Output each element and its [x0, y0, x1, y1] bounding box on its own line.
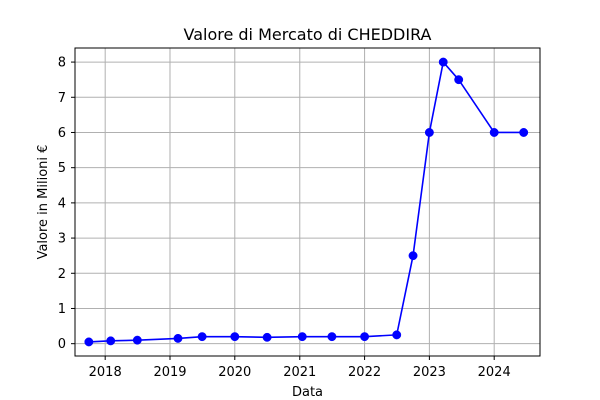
- y-tick-label: 6: [58, 126, 66, 141]
- data-point: [454, 75, 464, 85]
- data-point: [173, 333, 183, 343]
- y-tick-label: 8: [58, 56, 66, 71]
- x-tick-label: 2018: [89, 365, 122, 380]
- x-tick-label: 2023: [413, 365, 446, 380]
- data-point: [297, 332, 307, 342]
- y-axis: 0 1 2 3 4 5 6 7 8: [58, 56, 75, 352]
- plot-frame: [74, 47, 541, 357]
- data-point: [197, 332, 207, 342]
- data-point: [489, 128, 499, 137]
- y-tick-label: 3: [58, 232, 66, 247]
- y-tick-label: 4: [58, 196, 66, 211]
- y-axis-label: Valore in Milioni €: [36, 145, 51, 260]
- data-point: [360, 332, 370, 342]
- series-layer: [84, 57, 529, 347]
- data-point: [519, 128, 529, 137]
- y-tick-label: 0: [58, 337, 66, 352]
- data-point: [230, 332, 240, 342]
- x-tick-label: 2021: [283, 365, 316, 380]
- chart-title: Valore di Mercato di CHEDDIRA: [184, 25, 432, 44]
- x-tick-label: 2020: [218, 365, 251, 380]
- y-tick-label: 1: [58, 302, 66, 317]
- y-tick-label: 5: [58, 161, 66, 176]
- data-point: [84, 337, 94, 347]
- data-point: [438, 57, 448, 67]
- x-tick-label: 2022: [348, 365, 381, 380]
- data-point: [392, 330, 402, 340]
- data-point: [327, 332, 337, 342]
- data-point: [424, 128, 434, 137]
- x-tick-label: 2024: [478, 365, 511, 380]
- x-tick-label: 2019: [153, 365, 186, 380]
- y-tick-label: 2: [58, 267, 66, 282]
- data-point: [132, 335, 142, 345]
- data-point: [408, 251, 418, 261]
- data-point: [262, 332, 272, 342]
- x-axis-label: Data: [292, 385, 323, 400]
- grid: [75, 48, 540, 356]
- x-axis: 2018 2019 2020 2021 2022 2023 2024: [89, 356, 511, 380]
- data-point: [106, 336, 116, 346]
- y-tick-label: 7: [58, 91, 66, 106]
